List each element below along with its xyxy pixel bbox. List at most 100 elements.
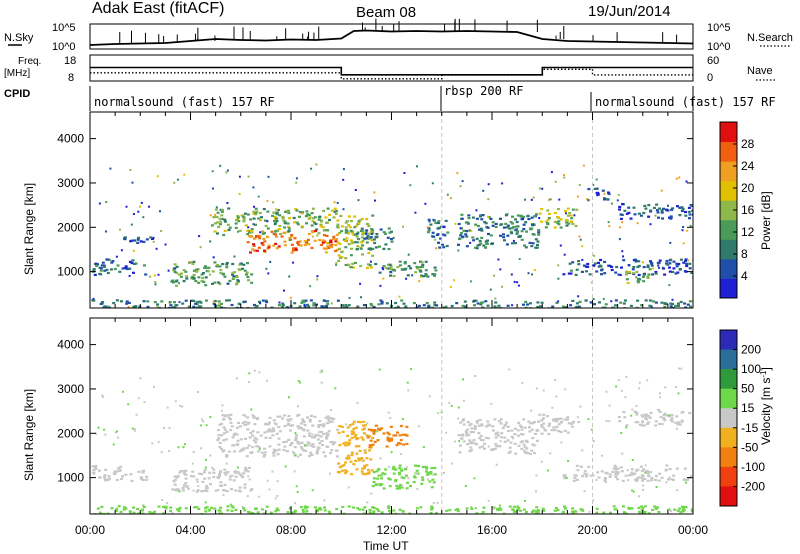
echo-cell-7 (378, 271, 382, 274)
echo-cell-0 (104, 468, 108, 471)
scatter-cell (266, 199, 269, 202)
echo-cell-4 (313, 239, 317, 242)
echo-cell-2 (308, 432, 312, 435)
echo-cell-10 (573, 510, 577, 513)
echo-cell-3 (227, 207, 231, 210)
echo-cell-4 (320, 243, 324, 247)
velocity-colorbar-swatch (720, 388, 737, 409)
echo-cell-15 (479, 303, 483, 306)
echo-cell-2 (315, 433, 319, 436)
scatter-cell (182, 486, 185, 489)
echo-cell-8 (636, 468, 640, 471)
scatter-cell (355, 306, 358, 308)
echo-cell-8 (562, 474, 566, 477)
echo-cell-15 (324, 305, 328, 308)
echo-cell-2 (262, 455, 266, 458)
echo-cell-8 (664, 468, 668, 471)
echo-cell-2 (308, 434, 312, 438)
y-tick-label: 2000 (57, 220, 84, 234)
echo-cell-12 (642, 266, 646, 269)
echo-cell-6 (469, 449, 473, 452)
echo-cell-8 (614, 475, 618, 478)
echo-cell-2 (232, 277, 236, 280)
echo-cell-2 (317, 434, 321, 437)
echo-cell-6 (374, 235, 378, 239)
echo-cell-3 (260, 216, 263, 219)
echo-cell-4 (263, 249, 266, 252)
echo-cell-4 (334, 244, 338, 247)
echo-cell-0 (124, 265, 128, 268)
scatter-cell (576, 195, 579, 198)
echo-cell-10 (197, 507, 201, 511)
echo-cell-0 (98, 476, 102, 479)
scatter-cell (457, 406, 460, 409)
echo-cell-5 (433, 466, 437, 470)
echo-cell-12 (568, 262, 572, 265)
echo-cell-4 (373, 440, 377, 443)
echo-cell-3 (298, 211, 302, 214)
echo-cell-14 (625, 212, 629, 215)
echo-cell-5 (397, 487, 401, 490)
echo-cell-2 (226, 414, 230, 417)
echo-cell-6 (472, 431, 476, 434)
echo-cell-9 (534, 246, 538, 249)
echo-cell-4 (298, 240, 302, 243)
echo-cell-12 (646, 264, 650, 267)
echo-cell-2 (190, 277, 194, 280)
echo-cell-12 (588, 273, 592, 276)
echo-cell-9 (499, 234, 502, 237)
echo-cell-2 (333, 441, 337, 444)
echo-cell-10 (117, 505, 121, 508)
scatter-cell (191, 462, 194, 465)
echo-cell-14 (670, 208, 674, 211)
echo-cell-8 (672, 474, 676, 477)
echo-cell-8 (603, 478, 607, 481)
echo-cell-9 (647, 421, 651, 424)
velocity-colorbar-swatch (720, 349, 737, 370)
scatter-cell (475, 209, 478, 212)
echo-cell-4 (378, 428, 382, 432)
scatter-cell (489, 288, 492, 291)
echo-cell-2 (326, 415, 330, 418)
echo-cell-2 (303, 424, 307, 427)
echo-cell-6 (459, 444, 462, 447)
echo-cell-5 (367, 251, 371, 255)
echo-cell-12 (562, 273, 566, 276)
echo-cell-5 (365, 218, 369, 221)
scatter-cell (250, 408, 253, 411)
echo-cell-15 (636, 299, 640, 302)
scatter-cell (297, 455, 300, 458)
echo-cell-11 (595, 192, 599, 195)
scatter-cell (154, 281, 157, 283)
echo-cell-9 (514, 218, 517, 221)
echo-cell-8 (649, 471, 653, 474)
echo-cell-2 (260, 451, 264, 454)
echo-cell-5 (340, 230, 344, 233)
echo-cell-7 (554, 417, 558, 421)
echo-cell-5 (379, 474, 383, 477)
echo-cell-9 (645, 414, 649, 418)
echo-cell-3 (300, 225, 304, 228)
echo-cell-2 (216, 428, 220, 432)
echo-cell-8 (575, 474, 578, 477)
scatter-cell (333, 417, 336, 420)
echo-cell-9 (510, 232, 514, 235)
echo-cell-8 (436, 233, 440, 236)
echo-cell-2 (276, 453, 280, 456)
echo-cell-7 (424, 273, 428, 276)
echo-cell-5 (372, 471, 376, 474)
echo-cell-5 (353, 215, 357, 218)
scatter-cell (212, 187, 214, 190)
echo-cell-10 (559, 226, 563, 229)
echo-cell-7 (393, 269, 397, 272)
echo-cell-5 (405, 487, 409, 490)
echo-cell-2 (272, 429, 276, 432)
echo-cell-5 (345, 220, 349, 223)
echo-cell-0 (105, 478, 108, 481)
echo-cell-2 (230, 425, 234, 428)
echo-cell-1 (223, 483, 227, 486)
echo-cell-9 (503, 239, 506, 242)
echo-cell-1 (198, 472, 202, 475)
echo-cell-8 (640, 477, 644, 480)
scatter-cell (549, 198, 552, 201)
